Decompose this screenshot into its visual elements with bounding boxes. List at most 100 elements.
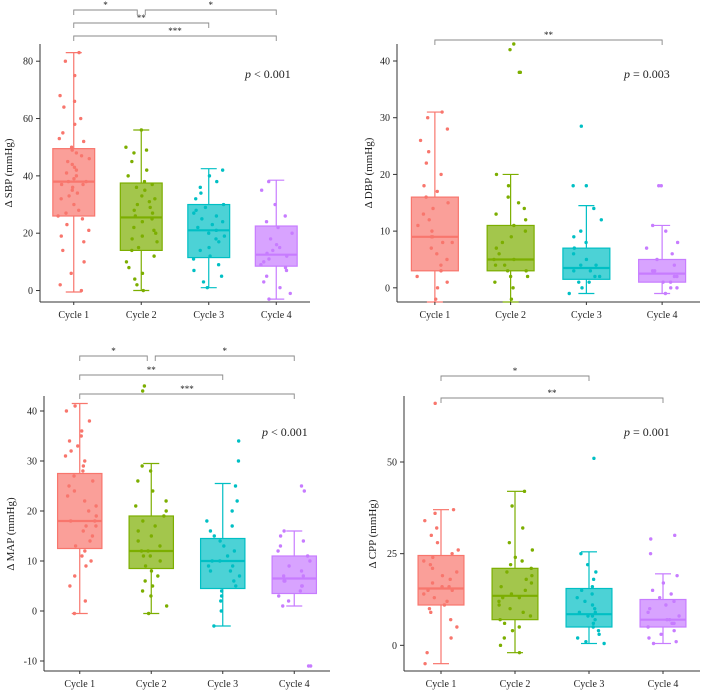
data-point [132,151,136,155]
data-point [73,404,77,408]
data-point [83,549,87,553]
data-point [79,288,84,293]
y-tick-label: 50 [387,458,397,469]
x-tick-label: Cycle 1 [426,679,457,690]
data-point [522,206,526,211]
data-point [203,205,208,210]
box-cycle-1 [417,554,465,606]
data-point [298,589,303,593]
data-point [430,229,434,233]
y-tick-label: 30 [380,113,390,124]
data-point [158,559,162,563]
data-point [435,540,440,545]
data-point [663,291,668,296]
data-point [445,280,449,284]
data-point [426,150,431,154]
x-tick-label: Cycle 3 [571,310,602,321]
data-point [667,617,672,622]
data-point [66,179,71,184]
data-point [70,188,74,192]
data-point [571,252,576,256]
data-point [196,225,200,230]
data-point [63,454,68,458]
data-point [507,540,512,545]
data-point [646,610,650,615]
data-point [210,222,215,227]
data-point [675,286,679,290]
data-point [435,526,439,530]
data-point [66,159,70,164]
data-point [575,636,580,640]
data-point [423,518,427,523]
data-point [139,549,144,553]
data-point [164,604,169,608]
data-point [584,257,589,262]
data-point [262,280,266,284]
data-point [276,549,280,553]
data-point [150,182,154,187]
data-point [225,554,230,558]
data-point [151,489,155,493]
data-point [513,555,518,560]
p-value-symbol: p [623,67,630,81]
data-point [136,529,140,533]
data-point [80,217,85,221]
data-point [79,434,83,438]
data-point [425,650,429,655]
data-point [593,274,597,279]
data-point [87,228,91,233]
data-point [602,641,606,646]
data-point [84,179,88,184]
data-point [669,286,673,290]
data-point [80,554,84,558]
data-point [521,526,525,530]
data-point [154,231,158,235]
data-point [506,195,510,199]
data-point [450,551,454,556]
data-point [524,577,528,582]
data-point [445,257,449,262]
data-point [233,484,238,488]
data-point [64,409,69,413]
data-point [149,594,153,598]
data-point [278,544,283,548]
data-point [587,280,591,284]
data-point [267,297,271,301]
data-point [456,548,460,552]
data-point [440,110,444,114]
data-point [205,285,210,290]
data-point [264,274,269,278]
x-tick-label: Cycle 3 [193,310,224,321]
data-point [528,614,533,618]
x-tick-label: Cycle 1 [58,310,89,321]
data-point [142,384,147,388]
p-value-text: = 0.003 [630,67,670,81]
data-point [439,263,443,267]
data-point [282,529,286,533]
data-point [77,208,81,212]
data-point [675,573,679,578]
data-point [575,595,579,600]
data-point [448,617,453,622]
data-point [73,544,78,548]
significance-bracket [79,374,224,380]
data-point [273,202,277,207]
data-point [644,246,649,250]
data-point [584,639,588,644]
data-point [572,246,577,250]
significance-label: *** [180,384,194,394]
data-point [200,217,204,221]
data-point [56,214,60,218]
data-point [212,534,216,538]
data-point [143,188,147,192]
data-point [146,549,150,553]
data-point [146,611,151,616]
data-point [93,519,97,523]
box-cycle-2 [128,515,175,570]
data-point [502,636,507,640]
data-point [424,161,429,165]
data-point [76,444,80,448]
significance-bracket [79,355,148,361]
significance-label: * [111,346,116,356]
significance-bracket [73,35,277,41]
